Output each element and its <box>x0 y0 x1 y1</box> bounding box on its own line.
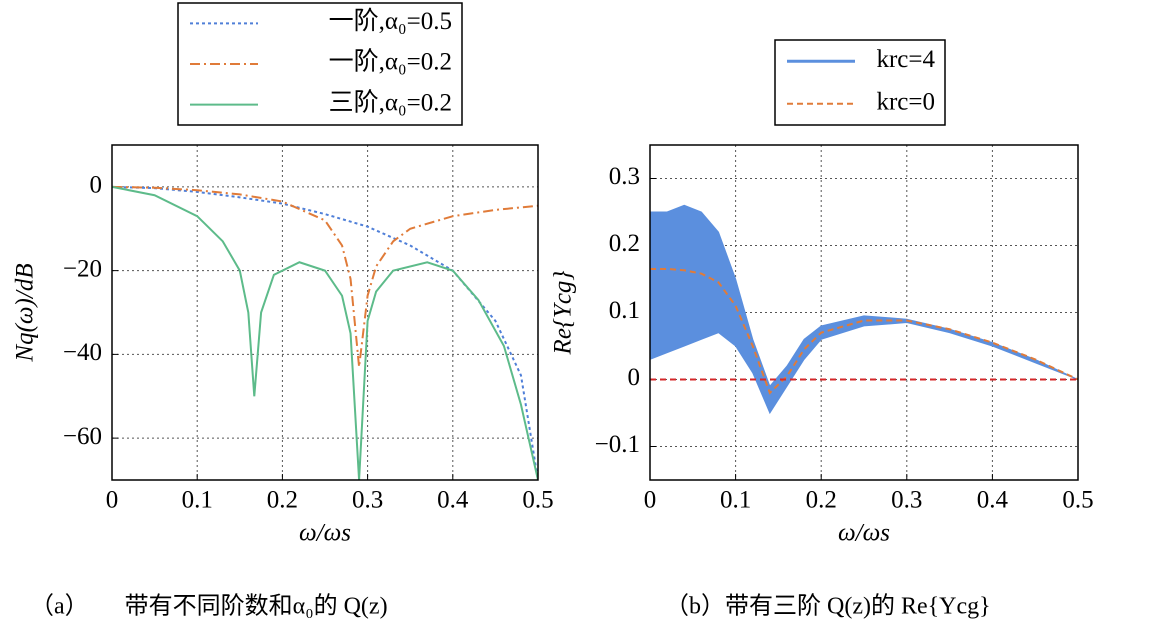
series-line <box>112 185 538 368</box>
legend-label: krc=0 <box>876 88 935 115</box>
series-line <box>650 267 1078 395</box>
y-axis-label: Nq(ω)/dB <box>12 263 39 362</box>
x-axis-label: ω/ωs <box>838 520 890 547</box>
y-tick-label: −40 <box>63 339 102 366</box>
band-area <box>650 204 1078 415</box>
series-line <box>112 185 538 480</box>
x-tick-label: 0 <box>644 487 657 514</box>
x-tick-label: 0.3 <box>352 487 383 514</box>
y-tick-label: 0.1 <box>609 297 640 324</box>
x-tick-label: 0.1 <box>720 487 751 514</box>
x-tick-label: 0.5 <box>522 487 553 514</box>
caption: （a） 带有不同阶数和α₀的 Q(z) <box>30 593 388 620</box>
legend-label: 三阶,α₀=0.2 <box>329 88 452 116</box>
y-tick-label: 0 <box>628 364 641 391</box>
x-tick-label: 0.4 <box>977 487 1009 514</box>
legend-label: 一阶,α₀=0.5 <box>329 7 452 35</box>
x-tick-label: 0.2 <box>267 487 298 514</box>
x-tick-label: 0.3 <box>891 487 922 514</box>
legend-label: 一阶,α₀=0.2 <box>329 48 452 76</box>
y-tick-label: 0.2 <box>609 230 640 257</box>
y-tick-label: −0.1 <box>595 431 640 458</box>
y-tick-label: 0 <box>90 172 103 199</box>
plot-frame <box>649 144 1079 481</box>
x-tick-label: 0.5 <box>1062 487 1093 514</box>
y-tick-label: −20 <box>63 255 102 282</box>
y-tick-label: −60 <box>63 423 102 450</box>
legend-box <box>774 39 946 126</box>
y-axis-label: Re{Ycg} <box>550 271 577 356</box>
x-tick-label: 0.2 <box>806 487 837 514</box>
plot-frame <box>111 144 539 481</box>
x-tick-label: 0 <box>106 487 119 514</box>
caption: （b）带有三阶 Q(z)的 Re{Ycg} <box>665 593 991 620</box>
y-tick-label: 0.3 <box>609 163 640 190</box>
x-tick-label: 0.1 <box>182 487 213 514</box>
x-tick-label: 0.4 <box>437 487 469 514</box>
series-line <box>112 185 538 480</box>
x-axis-label: ω/ωs <box>299 520 351 547</box>
legend-label: krc=4 <box>876 46 935 73</box>
